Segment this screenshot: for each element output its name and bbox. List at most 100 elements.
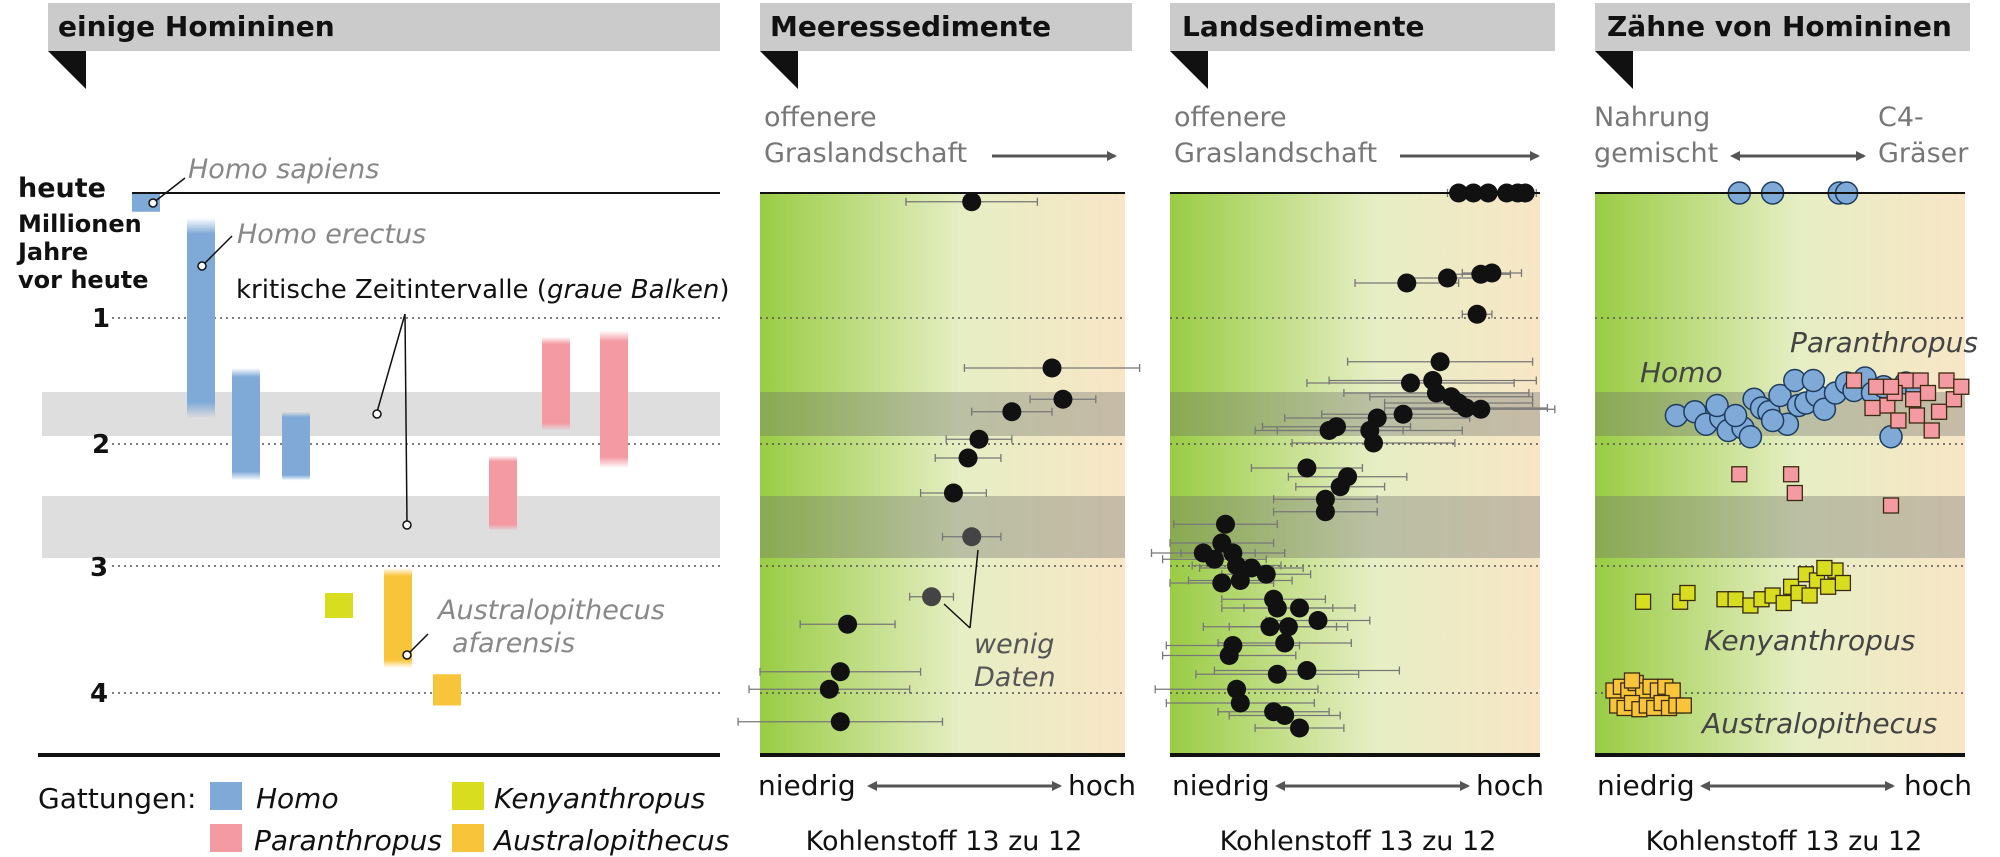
header-bar-hominins xyxy=(48,3,720,51)
teeth-x-low: niedrig xyxy=(1597,769,1695,802)
header-notch-land xyxy=(1170,51,1208,89)
teeth-australopithecus-point-19 xyxy=(1675,697,1692,714)
land-data-point-26 xyxy=(1297,458,1317,478)
header-bar-teeth xyxy=(1595,3,1970,51)
legend-title: Gattungen: xyxy=(38,782,196,815)
teeth-paranthropus-point-9 xyxy=(1930,403,1948,420)
teeth-label-homo: Homo xyxy=(1640,356,1723,389)
teeth-paranthropus-point-19 xyxy=(1782,466,1800,483)
teeth-paranthropus-point-1 xyxy=(1845,372,1863,389)
legend-swatch-australopithecus xyxy=(452,824,484,852)
marine-data-point-3 xyxy=(1053,389,1073,409)
marine-data-point-9 xyxy=(922,587,942,607)
header-title-hominins: einige Homininen xyxy=(58,10,335,43)
legend-label-kenyanthropus: Kenyanthropus xyxy=(494,782,705,815)
legend-swatch-paranthropus xyxy=(210,824,242,852)
land-data-point-18 xyxy=(1456,398,1476,418)
teeth-homo-point-14 xyxy=(1768,383,1792,408)
land-x-low: niedrig xyxy=(1172,769,1270,802)
land-x-label: Kohlenstoff 13 zu 12 xyxy=(1220,826,1497,857)
marine-data-point-1 xyxy=(962,192,982,212)
teeth-paranthropus-point-4 xyxy=(1890,412,1907,429)
homo-sapiens-leader xyxy=(152,177,186,204)
hominin-axis-labels: heute Millionen Jahre vor heute 1 2 3 4 xyxy=(16,173,149,709)
land-data-point-19 xyxy=(1471,399,1491,419)
marine-data-point-5 xyxy=(969,429,989,449)
axis-label-line-3: vor heute xyxy=(18,266,149,294)
teeth-homo-point-32 xyxy=(1879,425,1903,449)
legend-swatch-homo xyxy=(210,782,242,810)
land-data-point-30 xyxy=(1315,502,1335,522)
land-data-point-50 xyxy=(1267,664,1287,684)
axis-label-line-2: Jahre xyxy=(16,238,88,266)
land-data-point-47 xyxy=(1275,633,1295,653)
marine-data-point-11 xyxy=(830,662,850,682)
frame-lines xyxy=(38,192,1965,757)
legend-label-australopithecus: Australopithecus xyxy=(492,824,729,857)
marine-x-label: Kohlenstoff 13 zu 12 xyxy=(806,826,1083,857)
header-title-marine: Meeressedimente xyxy=(770,10,1051,43)
teeth-top-right-2: Gräser xyxy=(1878,138,1969,169)
land-top-label-2: Graslandschaft xyxy=(1174,138,1377,169)
range-bar-paranthropus-2 xyxy=(600,330,628,468)
critical-interval-bands xyxy=(42,392,1965,558)
legend-swatch-kenyanthropus xyxy=(452,782,484,810)
teeth-homo-point-29 xyxy=(1801,368,1826,393)
teeth-homo-point-34 xyxy=(1760,408,1785,433)
marine-data-point-2 xyxy=(1042,358,1062,378)
header-bar-land xyxy=(1170,3,1555,51)
land-data-point-42 xyxy=(1267,598,1287,618)
teeth-kenyanthropus-point-5 xyxy=(1727,591,1744,608)
land-data-point-39 xyxy=(1230,571,1250,590)
legend-label-homo: Homo xyxy=(256,782,339,815)
land-labels: offenere Graslandschaft niedrig hoch Koh… xyxy=(1172,102,1544,857)
land-data-points xyxy=(1150,183,1556,738)
teeth-top-left-1: Nahrung xyxy=(1594,102,1710,133)
marine-top-label-2: Graslandschaft xyxy=(764,138,967,169)
teeth-label-kenyanthropus: Kenyanthropus xyxy=(1704,624,1915,657)
critical-marker-1 xyxy=(372,409,382,419)
teeth-australopithecus-point-20 xyxy=(1623,672,1641,689)
afarensis-label-line-2: afarensis xyxy=(452,628,575,659)
land-data-point-46 xyxy=(1278,617,1298,637)
marine-top-label-1: offenere xyxy=(764,102,877,133)
marine-plot-area xyxy=(760,193,1125,753)
marine-x-high: hoch xyxy=(1068,769,1136,802)
land-data-point-11 xyxy=(1467,304,1487,324)
panel-headers: einige Homininen Meeressedimente Landsed… xyxy=(48,3,1970,89)
tick-label-1: 1 xyxy=(92,304,110,334)
homo-sapiens-marker xyxy=(148,198,158,208)
land-data-point-43 xyxy=(1290,598,1309,618)
range-bar-homo-4 xyxy=(282,411,310,481)
teeth-paranthropus-point-17 xyxy=(1882,378,1900,395)
marine-data-point-12 xyxy=(819,679,839,699)
land-data-point-14 xyxy=(1401,373,1420,393)
axis-label-line-1: Millionen xyxy=(18,210,142,238)
land-x-high: hoch xyxy=(1476,769,1544,802)
land-data-point-40 xyxy=(1212,573,1232,593)
critical-marker-2 xyxy=(402,520,412,530)
land-data-point-53 xyxy=(1230,693,1250,713)
land-data-point-20 xyxy=(1393,404,1413,424)
range-bar-australopithecus-2 xyxy=(433,674,461,706)
wenig-daten-leader-1 xyxy=(969,549,979,629)
header-title-land: Landsedimente xyxy=(1182,10,1424,43)
teeth-paranthropus-point-14 xyxy=(1864,399,1881,417)
land-data-point-35 xyxy=(1204,549,1224,569)
homo-sapiens-label: Homo sapiens xyxy=(188,154,379,185)
marine-data-point-6 xyxy=(958,448,978,468)
teeth-kenyanthropus-point-17 xyxy=(1816,559,1833,577)
critical-leader-2 xyxy=(404,313,408,525)
tick-label-4: 4 xyxy=(90,679,108,709)
marine-data-points xyxy=(737,192,1141,732)
critical-intervals-label: kritische Zeitintervalle (graue Balken) xyxy=(236,275,730,305)
land-data-point-37 xyxy=(1241,558,1261,578)
wenig-daten-leader-2 xyxy=(943,603,971,629)
header-title-teeth: Zähne von Homininen xyxy=(1607,10,1952,43)
teeth-top-right-1: C4- xyxy=(1878,102,1924,133)
teeth-top-left-2: gemischt xyxy=(1594,138,1718,169)
wenig-daten-label-2: Daten xyxy=(974,662,1056,693)
homo-erectus-label: Homo erectus xyxy=(237,219,426,250)
land-data-point-44 xyxy=(1308,611,1328,630)
